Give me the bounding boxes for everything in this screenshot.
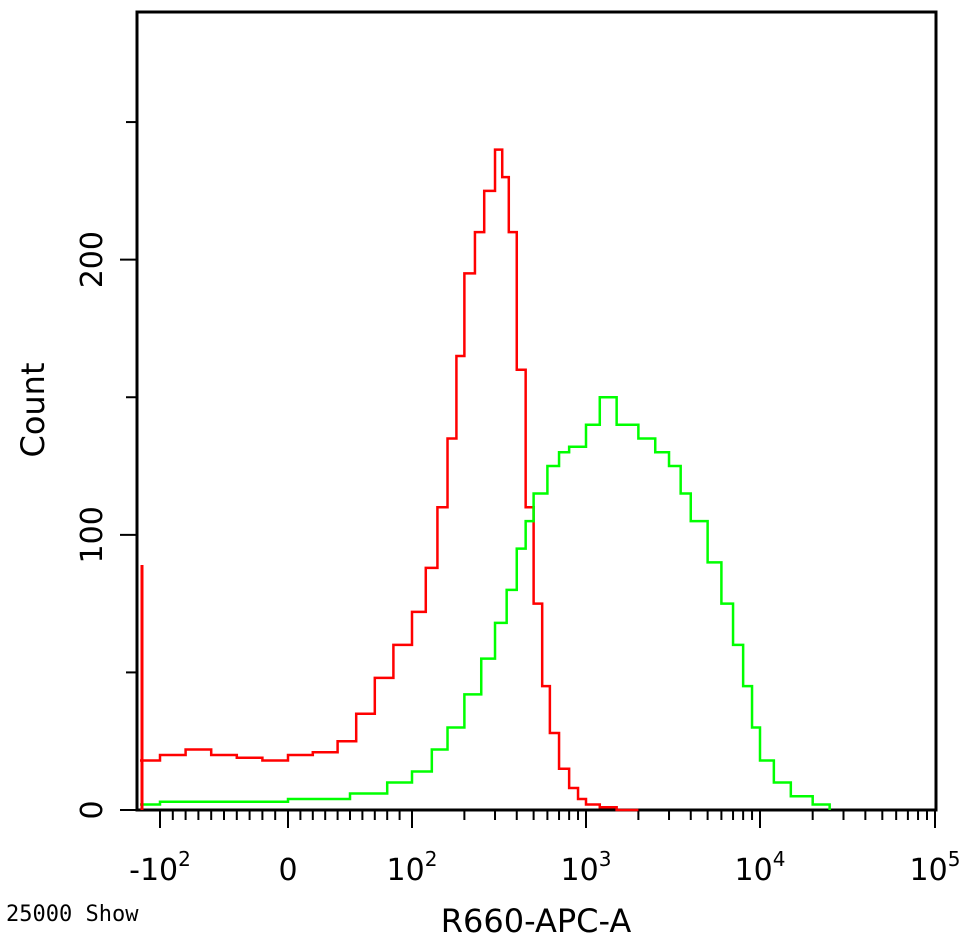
y-axis-label: Count <box>14 362 52 457</box>
x-tick-label: 103 <box>561 847 612 888</box>
x-tick-label: 0 <box>278 853 297 888</box>
plot-frame <box>135 10 938 812</box>
x-tick-label: 104 <box>735 847 786 888</box>
x-tick-label: -102 <box>129 847 191 888</box>
event-count-label: 25000 Show <box>6 902 139 927</box>
x-tick-label: 105 <box>910 847 961 888</box>
series-layer <box>140 148 831 812</box>
y-tick-label: 0 <box>75 800 110 819</box>
series-line-red <box>140 148 639 812</box>
y-axis-ticks: 0 100 200 <box>75 121 137 820</box>
series-line-green <box>140 395 831 810</box>
x-axis-ticks: -102 0 102 103 104 105 <box>129 810 960 888</box>
x-tick-label: 102 <box>387 847 438 888</box>
x-axis-label: R660-APC-A <box>441 902 632 940</box>
y-tick-label: 200 <box>75 231 110 288</box>
y-tick-label: 100 <box>75 506 110 563</box>
